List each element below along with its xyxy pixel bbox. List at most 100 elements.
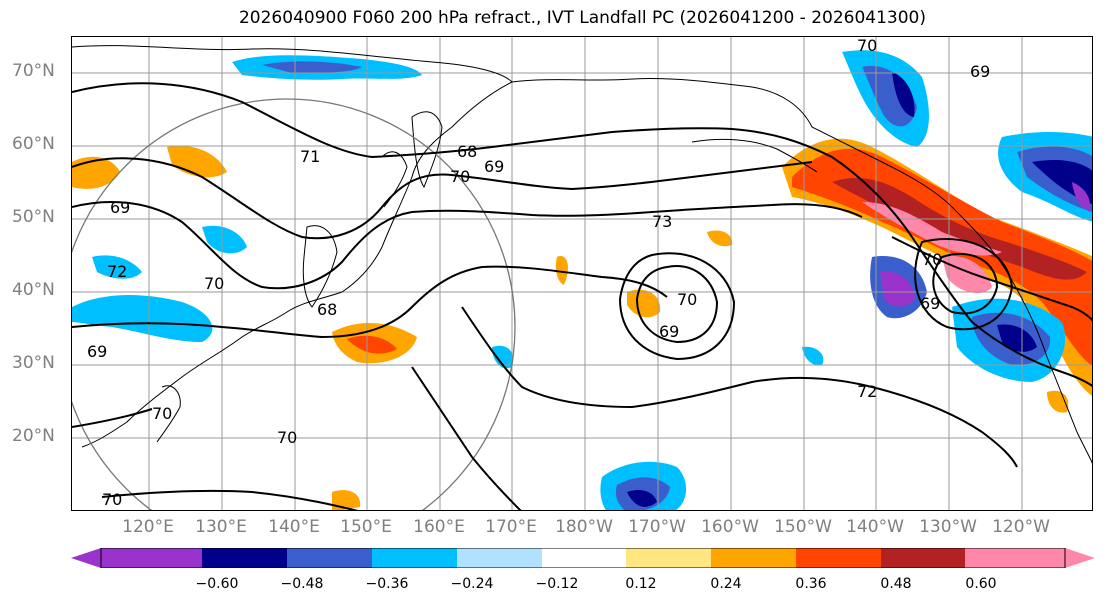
coastline-aleutians xyxy=(691,138,818,173)
colorbar-tick: 0.12 xyxy=(625,576,657,592)
lat-label-20n: 20°N xyxy=(12,426,55,446)
anomaly-patch xyxy=(707,230,733,247)
colorbar-tick: 0.48 xyxy=(880,576,912,592)
contour-line xyxy=(72,157,813,240)
coastline-asia xyxy=(72,45,513,448)
contour-label: 73 xyxy=(652,212,672,231)
contour-line xyxy=(101,489,359,510)
colorbar-outline xyxy=(100,548,1066,568)
map-title: 2026040900 F060 200 hPa refract., IVT La… xyxy=(238,8,926,28)
anomaly-patch xyxy=(892,72,915,117)
coastline-japan xyxy=(302,225,338,308)
lat-label-40n: 40°N xyxy=(12,280,55,300)
contour-labels: 70 69 68 69 70 71 69 72 70 68 73 69 70 7… xyxy=(87,37,990,509)
anomaly-patch xyxy=(1072,182,1091,212)
lon-label-160e: 160°E xyxy=(413,517,465,537)
contour-label: 68 xyxy=(457,142,477,161)
colorbar-segment xyxy=(965,548,1065,568)
coastline-north-america xyxy=(511,78,1092,464)
graticule xyxy=(72,37,1092,510)
contour-label: 70 xyxy=(857,37,877,55)
landfall-radius-circle xyxy=(72,98,516,510)
lat-label-70n: 70°N xyxy=(12,61,55,81)
colorbar-segment xyxy=(881,548,965,568)
contour-low-closed xyxy=(635,265,719,344)
colorbar-tick: −0.60 xyxy=(195,576,239,592)
contour-label: 69 xyxy=(110,198,130,217)
contour-line xyxy=(72,265,668,339)
contour-label: 70 xyxy=(102,490,122,509)
colorbar xyxy=(71,548,1095,568)
colorbar-tick: 0.36 xyxy=(795,576,827,592)
lon-label-170w: 170°W xyxy=(628,517,686,537)
coastline-kamchatka xyxy=(411,111,443,189)
contour-low-ne-pacific xyxy=(932,252,999,315)
lon-label-160w: 160°W xyxy=(701,517,759,537)
lon-label-130e: 130°E xyxy=(195,517,247,537)
anomaly-patch xyxy=(627,289,661,318)
colorbar-tick: 0.60 xyxy=(965,576,997,592)
anomaly-patch xyxy=(72,295,213,342)
contour-label: 70 xyxy=(677,290,697,309)
lat-label-60n: 60°N xyxy=(12,134,55,154)
colorbar-segment xyxy=(457,548,542,568)
contour-label: 69 xyxy=(484,157,504,176)
colorbar-tick: −0.12 xyxy=(535,576,579,592)
lon-label-120e: 120°E xyxy=(122,517,174,537)
colorbar-extend-left xyxy=(71,548,101,568)
lat-label-50n: 50°N xyxy=(12,207,55,227)
colorbar-tick: −0.24 xyxy=(450,576,494,592)
colorbar-segment xyxy=(287,548,372,568)
colorbar-tick: 0.24 xyxy=(710,576,742,592)
anomaly-patch xyxy=(72,156,120,189)
contour-line xyxy=(411,366,522,510)
lon-label-140e: 140°E xyxy=(268,517,320,537)
contour-label: 72 xyxy=(857,382,877,401)
refractivity-contours xyxy=(72,82,1092,510)
contour-label: 69 xyxy=(659,322,679,341)
colorbar-extend-right xyxy=(1065,548,1095,568)
contour-label: 72 xyxy=(107,262,127,281)
lat-label-30n: 30°N xyxy=(12,353,55,373)
lon-label-130w: 130°W xyxy=(919,517,977,537)
lon-label-170e: 170°E xyxy=(485,517,537,537)
anomaly-patch xyxy=(880,271,915,307)
anomaly-patch xyxy=(492,345,514,369)
lon-label-120w: 120°W xyxy=(992,517,1050,537)
colorbar-segment xyxy=(711,548,796,568)
contour-line xyxy=(831,156,1092,387)
contour-line xyxy=(461,306,1018,468)
anomaly-patch xyxy=(332,490,361,510)
anomaly-patch xyxy=(262,61,362,73)
contour-low-closed-outer xyxy=(618,252,736,361)
anomaly-patch xyxy=(832,177,1087,280)
contour-line xyxy=(72,201,863,290)
anomaly-patch xyxy=(167,145,227,178)
colorbar-segment xyxy=(202,548,287,568)
colorbar-segment xyxy=(796,548,881,568)
contour-label: 71 xyxy=(300,147,320,166)
anomaly-patch xyxy=(92,255,142,279)
anomaly-patch xyxy=(802,346,824,366)
lon-label-150w: 150°W xyxy=(774,517,832,537)
contour-label: 68 xyxy=(317,300,337,319)
contour-line xyxy=(72,408,153,428)
colorbar-segment xyxy=(372,548,457,568)
colorbar-tick: −0.36 xyxy=(365,576,409,592)
colorbar-segment xyxy=(542,548,626,568)
contour-label: 70 xyxy=(922,250,942,269)
map-canvas: 70 69 68 69 70 71 69 72 70 68 73 69 70 7… xyxy=(72,37,1092,510)
contour-label: 69 xyxy=(970,62,990,81)
anomaly-patch xyxy=(202,225,247,254)
lon-label-150e: 150°E xyxy=(340,517,392,537)
contour-label: 69 xyxy=(87,342,107,361)
anomaly-fill-layer xyxy=(72,50,1092,510)
contour-line xyxy=(72,82,833,159)
anomaly-patch xyxy=(627,490,657,507)
contour-label: 69 xyxy=(920,294,940,313)
contour-label: 70 xyxy=(204,274,224,293)
contour-label: 70 xyxy=(450,167,470,186)
anomaly-patch xyxy=(347,335,397,354)
contour-line xyxy=(891,236,1092,322)
colorbar-segment xyxy=(101,548,202,568)
